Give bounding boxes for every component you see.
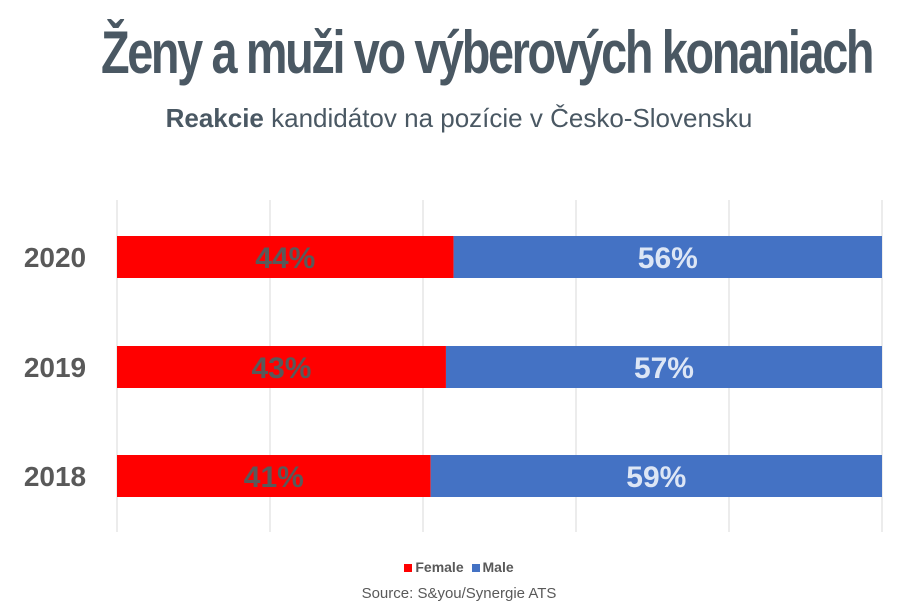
data-label: 41% <box>244 461 304 494</box>
legend-label-male: Male <box>482 559 514 575</box>
legend-label-female: Female <box>415 559 464 575</box>
bar-male <box>453 236 882 278</box>
bar-male <box>445 346 882 388</box>
data-label: 44% <box>255 242 315 275</box>
data-label: 57% <box>634 352 694 385</box>
bar-female <box>117 346 446 388</box>
chart-title: Ženy a muži vo výberových konaniach <box>100 19 875 86</box>
subtitle-rest: kandidátov na pozície v Česko-Slovensku <box>263 103 753 133</box>
bar-male <box>430 455 882 497</box>
category-label: 2018 <box>24 461 86 492</box>
bar-female <box>117 236 454 278</box>
legend: Female Male <box>0 559 918 575</box>
data-label: 43% <box>251 352 311 385</box>
data-label: 56% <box>638 242 698 275</box>
bar-female <box>117 455 431 497</box>
legend-item-female: Female <box>404 559 464 575</box>
category-label: 2019 <box>24 352 86 383</box>
subtitle-bold: Reakcie <box>165 103 264 133</box>
category-label: 2020 <box>24 242 86 273</box>
legend-item-male: Male <box>471 559 514 575</box>
source-note: Source: S&you/Synergie ATS <box>361 585 557 602</box>
legend-swatch-male <box>471 564 480 572</box>
legend-swatch-female <box>404 564 413 572</box>
chart-subtitle: Reakcie kandidátov na pozície v Česko-Sl… <box>0 103 918 134</box>
data-label: 59% <box>626 461 686 494</box>
